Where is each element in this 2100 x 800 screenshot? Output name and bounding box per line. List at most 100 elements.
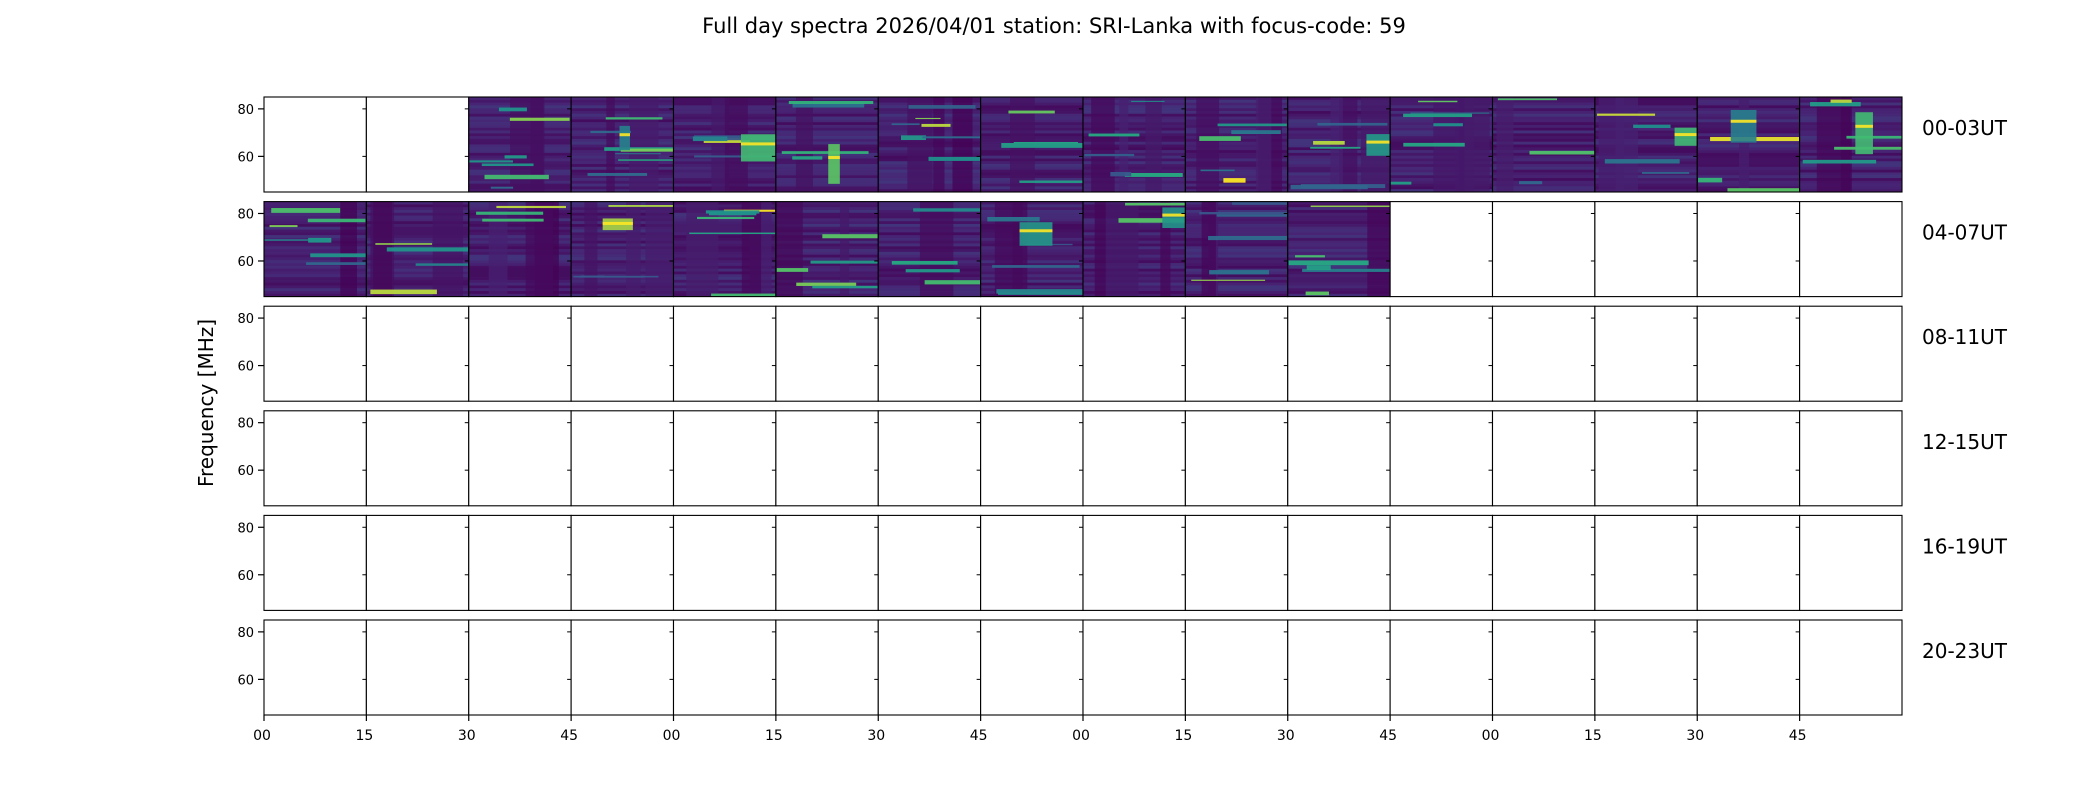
spectrum-panel [1389, 305, 1494, 402]
spectrum-panel [1799, 305, 1903, 402]
spectrum-panel [877, 410, 982, 507]
row-04-07UT: 60 80 04-07UT [237, 201, 2008, 298]
spectrogram [264, 201, 367, 297]
spectrum-panel [1082, 201, 1186, 298]
spectrum-panel [1696, 201, 1801, 298]
panel-background [1185, 620, 1288, 715]
panel-background [1594, 306, 1698, 402]
spectrum-panel [1491, 305, 1596, 402]
spectrum-panel [1491, 619, 1596, 716]
panel-background [878, 515, 981, 611]
panel-background [1697, 620, 1800, 715]
panel-background [673, 410, 776, 506]
spectrum-panel [1799, 96, 1903, 193]
spectrum-panel [468, 410, 572, 507]
x-tick-label: 00 [1072, 728, 1090, 744]
spectrum-panel [365, 410, 470, 507]
spectrum-panel [1799, 619, 1903, 716]
panel-background [1594, 515, 1698, 611]
row-08-11UT: 60 80 08-11UT [237, 305, 2008, 402]
spectrum-panel [1184, 619, 1289, 716]
y-tick-label: 80 [237, 417, 254, 432]
spectrum-panel [1184, 305, 1289, 402]
spectrum-panel [980, 201, 1084, 298]
spectrum-panel [1389, 96, 1494, 193]
spectrum-panel [1696, 514, 1801, 611]
spectrogram [1287, 97, 1391, 192]
spectrum-panel [1389, 410, 1494, 507]
spectrum-panel [570, 305, 675, 402]
spectrum-panel [1594, 619, 1698, 716]
spectrum-panel [1491, 201, 1596, 298]
spectrum-panel [570, 96, 675, 193]
spectrum-panel [775, 514, 879, 611]
spectrum-panel [1287, 410, 1391, 507]
spectrum-panel [1287, 514, 1391, 611]
spectrum-panel [877, 514, 982, 611]
spectrum-panel [1594, 305, 1698, 402]
spectrum-panel [468, 514, 572, 611]
spectrum-panel [1491, 410, 1596, 507]
spectrum-panel [1696, 410, 1801, 507]
spectrogram [1492, 97, 1595, 192]
panel-background [1492, 410, 1595, 506]
spectrum-panel [1799, 410, 1903, 507]
panel-background [571, 515, 674, 611]
y-tick-label: 60 [237, 464, 254, 479]
panel-background [1799, 201, 1902, 297]
spectrum-panel [775, 619, 879, 716]
spectrum-panel [1799, 514, 1903, 611]
spectrum-panel [877, 619, 982, 716]
x-tick-label: 15 [1584, 728, 1602, 744]
x-tick-label: 45 [1379, 728, 1397, 744]
spectrogram [366, 201, 469, 297]
panel-background [1287, 515, 1391, 611]
x-tick-label: 00 [1482, 728, 1500, 744]
panel-background [673, 620, 776, 715]
y-tick-label: 60 [237, 150, 254, 165]
spectrum-panel [775, 410, 879, 507]
spectrogram [980, 201, 1083, 297]
panel-frame [1799, 619, 1903, 716]
spectrum-panel [365, 96, 470, 193]
spectrogram [878, 97, 981, 192]
panel-background [468, 515, 572, 611]
panel-background [366, 306, 469, 402]
spectrum-panel [672, 201, 777, 298]
panel-background [1594, 410, 1698, 506]
panel-background [1492, 620, 1595, 715]
spectrum-panel [775, 96, 879, 193]
panel-background [1083, 306, 1186, 402]
panel-background [1185, 410, 1288, 506]
panel-background [878, 306, 981, 402]
panel-background [1492, 306, 1595, 402]
row-label: 08-11UT [1922, 325, 2008, 349]
spectrum-panel [365, 305, 470, 402]
spectrogram [775, 201, 879, 297]
panel-background [468, 306, 572, 402]
chart-title: Full day spectra 2026/04/01 station: SRI… [702, 14, 1406, 38]
panel-background [1287, 410, 1391, 506]
y-tick-label: 60 [237, 255, 254, 270]
panel-background [264, 515, 367, 611]
row-label: 00-03UT [1922, 116, 2008, 140]
spectrum-panel [1389, 619, 1494, 716]
y-tick-label: 60 [237, 360, 254, 375]
y-tick-label: 80 [237, 103, 254, 118]
spectrum-panel [1696, 96, 1801, 193]
spectrum-panel [1082, 305, 1186, 402]
spectrogram [1799, 97, 1902, 192]
panel-background [366, 515, 469, 611]
spectrum-panel [263, 201, 367, 298]
spectrum-panel [980, 514, 1084, 611]
row-16-19UT: 60 80 16-19UT [237, 514, 2008, 611]
spectrogram [1390, 97, 1493, 192]
row-label: 12-15UT [1922, 430, 2008, 454]
panel-frame [1799, 514, 1903, 611]
x-tick-label: 30 [1686, 728, 1704, 744]
spectrum-panel [1491, 96, 1596, 193]
panel-background [1697, 306, 1800, 402]
x-tick-label: 30 [1277, 728, 1295, 744]
row-label: 16-19UT [1922, 534, 2008, 558]
spectrum-panel [1184, 96, 1289, 193]
